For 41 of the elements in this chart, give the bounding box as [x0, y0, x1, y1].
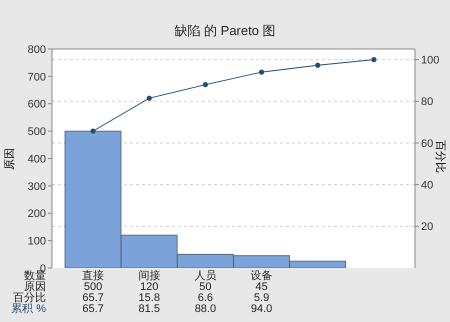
text: 百分比 — [13, 292, 46, 304]
y-axis-title: 原因 — [3, 148, 17, 170]
y-tick-label: 700 — [28, 71, 46, 84]
y-tick-label: 500 — [28, 126, 46, 138]
y-tick-label: 400 — [28, 153, 46, 166]
data-label: 500 — [82, 280, 104, 293]
y2-axis-title: 百分比 — [433, 140, 447, 173]
text: 6.6 — [196, 291, 214, 304]
text: 15.8 — [138, 291, 161, 304]
data-label: 120 — [139, 280, 160, 293]
data-label: 81.5 — [138, 302, 161, 316]
point — [90, 128, 96, 134]
text: 5.9 — [252, 291, 270, 304]
chart-title: 缺陷 的 Pareto 图 — [173, 22, 277, 40]
y2-tick-label: 100 — [421, 54, 440, 67]
point — [371, 57, 377, 62]
y-tick-label: 800 — [28, 44, 46, 56]
text: 累积 % — [11, 303, 46, 315]
point — [146, 96, 152, 101]
y-tick-label: 300 — [28, 180, 46, 193]
y2-tick-label: 40 — [421, 180, 434, 192]
x-tick-label: 间接 — [137, 269, 162, 282]
data-label: 50 — [198, 281, 213, 293]
x-tick-label: 直接 — [81, 269, 106, 282]
text: 65.7 — [81, 291, 105, 304]
y-tick-label: 200 — [28, 208, 46, 220]
point — [202, 82, 208, 88]
data-label: 65.7 — [81, 302, 105, 316]
point — [258, 70, 264, 75]
data-label: 45 — [254, 280, 269, 293]
data-label: 94.0 — [250, 302, 274, 316]
point — [315, 62, 320, 68]
y2-tick-label: 80 — [421, 96, 434, 108]
text: 原因 — [24, 281, 46, 293]
y2-tick-label: 20 — [421, 221, 434, 234]
data-label: 88.0 — [194, 302, 218, 316]
x-tick-label: 设备 — [250, 269, 274, 282]
y2-tick-label: 60 — [421, 138, 434, 150]
y-tick-label: 600 — [28, 98, 46, 111]
y-tick-label: 100 — [28, 236, 46, 248]
x-tick-label: 人员 — [193, 269, 218, 282]
